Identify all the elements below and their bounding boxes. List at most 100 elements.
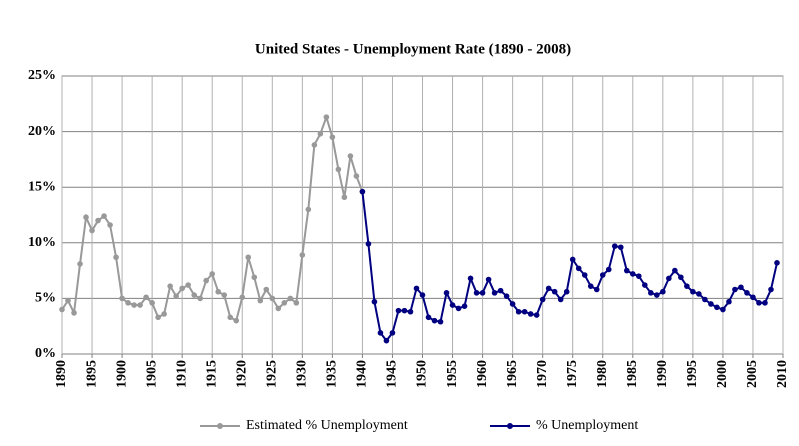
- chart-title: United States - Unemployment Rate (1890 …: [255, 41, 571, 57]
- data-point: [678, 274, 684, 281]
- data-point: [245, 254, 252, 261]
- data-point: [437, 318, 444, 325]
- x-tick-label: 1900: [114, 360, 129, 388]
- x-tick-label: 2000: [715, 360, 730, 388]
- data-point: [455, 305, 462, 312]
- data-point: [629, 271, 636, 277]
- data-point: [71, 310, 77, 316]
- data-point: [131, 302, 137, 308]
- y-tick-label: 10%: [28, 235, 56, 250]
- data-point: [209, 271, 216, 277]
- legend-label: Estimated % Unemployment: [246, 418, 408, 433]
- data-point: [389, 330, 396, 336]
- data-point: [563, 288, 570, 295]
- data-point: [593, 286, 600, 293]
- data-point: [407, 308, 414, 315]
- x-tick-label: 1965: [505, 360, 520, 388]
- x-tick-label: 1920: [234, 360, 249, 388]
- data-point: [738, 284, 744, 291]
- data-point: [461, 303, 468, 309]
- data-point: [353, 173, 360, 179]
- data-point: [473, 290, 480, 296]
- data-point: [203, 277, 209, 284]
- data-point: [654, 292, 660, 298]
- data-point: [347, 153, 354, 159]
- data-point: [648, 290, 654, 296]
- data-point: [425, 314, 432, 321]
- data-point: [251, 274, 258, 281]
- x-tick-label: 1910: [174, 360, 189, 388]
- legend-marker: [217, 423, 223, 429]
- data-point: [431, 317, 438, 324]
- data-point: [551, 288, 558, 295]
- data-point: [756, 300, 762, 306]
- data-point: [155, 314, 161, 321]
- data-point: [515, 308, 522, 315]
- x-tick-label: 1950: [415, 360, 430, 388]
- data-point: [479, 290, 486, 296]
- legend-label: % Unemployment: [536, 418, 638, 433]
- data-point: [83, 214, 89, 221]
- data-point: [503, 293, 510, 299]
- data-point: [335, 166, 342, 173]
- data-point: [497, 287, 504, 294]
- data-point: [732, 286, 738, 293]
- data-point: [768, 286, 774, 293]
- data-point: [161, 311, 167, 317]
- data-point: [101, 213, 107, 219]
- y-tick-label: 15%: [28, 179, 56, 194]
- data-point: [221, 292, 228, 298]
- data-point: [714, 304, 720, 311]
- data-point: [287, 295, 294, 302]
- data-point: [59, 306, 65, 313]
- data-point: [263, 286, 270, 293]
- data-point: [329, 134, 336, 140]
- x-tick-label: 2010: [775, 360, 790, 388]
- data-point: [179, 285, 185, 292]
- data-point: [299, 252, 306, 258]
- data-point: [257, 297, 264, 304]
- data-point: [113, 254, 119, 261]
- data-point: [401, 307, 408, 314]
- data-point: [275, 305, 282, 312]
- data-point: [365, 241, 372, 247]
- data-point: [636, 273, 642, 279]
- data-point: [95, 217, 101, 224]
- data-point: [119, 295, 125, 302]
- data-point: [684, 283, 690, 289]
- data-point: [750, 294, 756, 301]
- data-point: [359, 188, 366, 195]
- data-point: [419, 292, 426, 298]
- data-point: [269, 295, 276, 302]
- data-point: [660, 288, 666, 295]
- data-point: [569, 256, 576, 263]
- data-point: [617, 244, 624, 251]
- data-point: [239, 294, 246, 301]
- data-point: [215, 288, 222, 295]
- data-point: [65, 297, 71, 304]
- x-tick-label: 2005: [745, 360, 760, 388]
- data-point: [125, 300, 131, 306]
- data-point: [191, 292, 197, 298]
- x-tick-label: 1960: [475, 360, 490, 388]
- data-point: [605, 266, 612, 273]
- data-point: [341, 194, 348, 201]
- x-tick-label: 1915: [204, 360, 219, 388]
- series-line: [361, 191, 778, 343]
- data-point: [89, 227, 95, 234]
- data-point: [233, 317, 240, 324]
- data-point: [197, 295, 203, 302]
- x-tick-label: 1905: [144, 360, 159, 388]
- data-point: [623, 267, 630, 274]
- data-point: [774, 260, 780, 266]
- data-point: [587, 283, 594, 289]
- data-point: [762, 300, 768, 306]
- data-point: [443, 290, 450, 296]
- y-tick-label: 5%: [35, 291, 56, 306]
- data-point: [173, 293, 179, 299]
- data-point: [305, 206, 312, 213]
- data-point: [720, 306, 726, 313]
- data-point: [449, 302, 456, 308]
- data-point: [726, 298, 732, 305]
